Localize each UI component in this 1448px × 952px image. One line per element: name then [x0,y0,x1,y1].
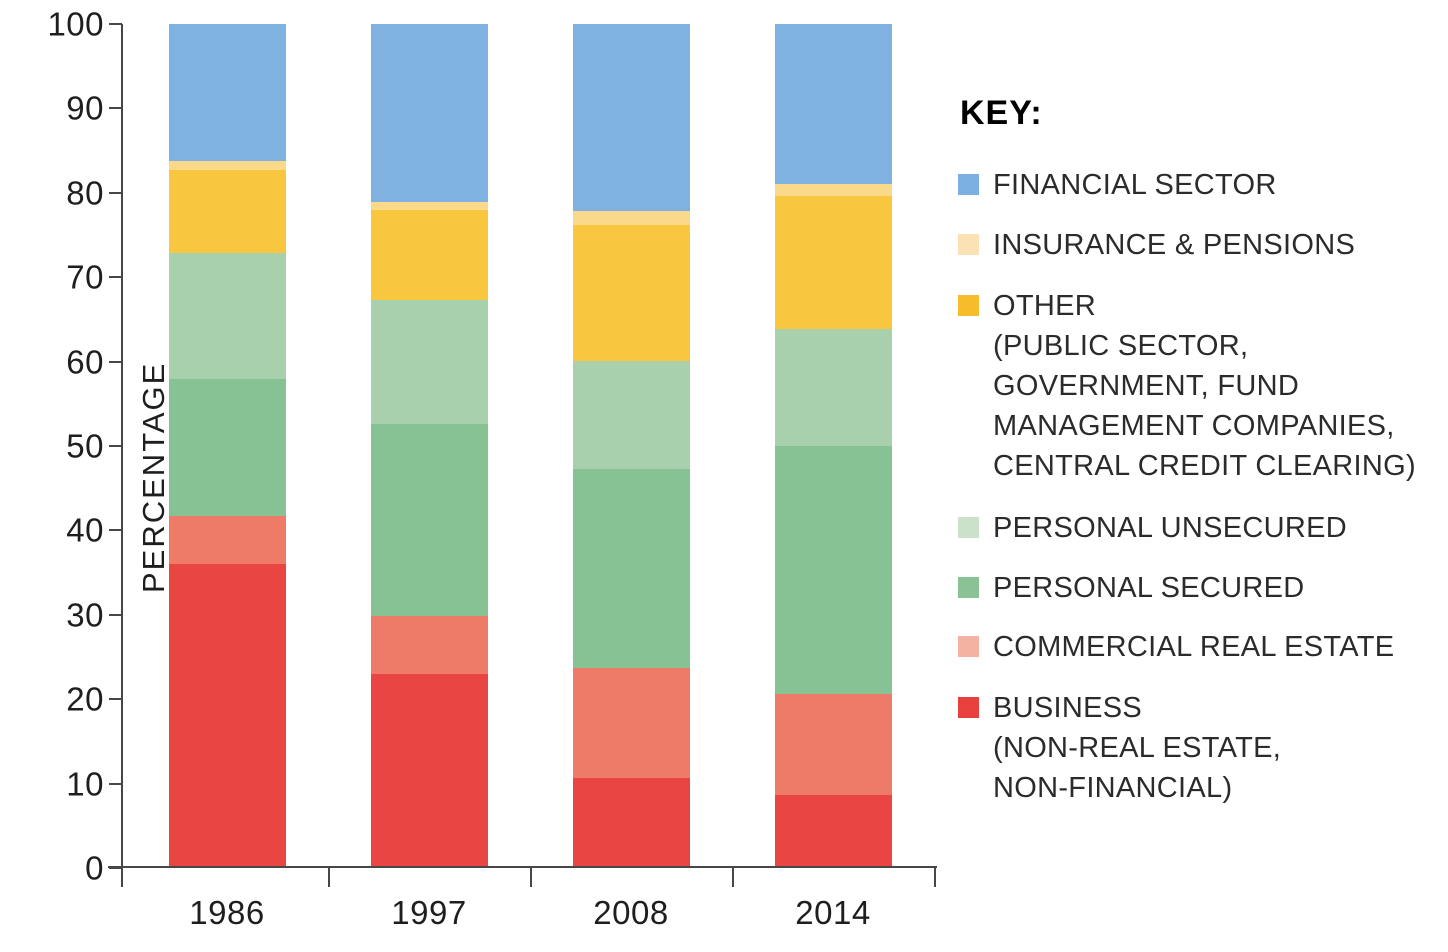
legend-item-personal-unsecured: PERSONAL UNSECURED [958,508,1347,548]
x-axis-boundary-tick-3 [934,867,936,887]
legend-label-business: BUSINESS (NON-REAL ESTATE, NON-FINANCIAL… [993,692,1282,804]
bar-segment-other-1997 [370,209,488,300]
y-tick-label-60: 60 [66,343,104,381]
legend-swatch-insurance-pensions [958,234,979,255]
legend-swatch-business [958,697,979,718]
bar-segment-personal-unsecured-1997 [370,300,488,425]
bar-segment-commercial-real-estate-1986 [168,516,286,565]
x-tick-label-1986: 1986 [189,894,265,931]
legend-item-insurance-pensions: INSURANCE & PENSIONS [958,225,1355,265]
y-tick-label-40: 40 [66,511,104,549]
y-tick-label-20: 20 [66,680,104,718]
legend-label-financial-sector: FINANCIAL SECTOR [993,169,1277,201]
y-tick-20 [109,698,122,701]
y-tick-30 [109,613,122,616]
bar-segment-business-1997 [370,673,488,868]
y-tick-90 [109,107,122,110]
bar-segment-financial-sector-2014 [774,24,892,185]
y-tick-80 [109,191,122,194]
legend-item-personal-secured: PERSONAL SECURED [958,568,1305,608]
y-tick-label-80: 80 [66,174,104,212]
y-tick-label-10: 10 [66,765,104,803]
bar-segment-financial-sector-1997 [370,24,488,203]
legend-label-insurance-pensions: INSURANCE & PENSIONS [993,229,1356,261]
bar-segment-commercial-real-estate-2008 [572,667,690,778]
x-axis-boundary-tick-0 [328,867,330,887]
bar-segment-business-2014 [774,795,892,868]
bar-segment-financial-sector-2008 [572,24,690,212]
y-axis-title: PERCENTAGE [136,361,171,593]
y-tick-100 [109,23,122,25]
y-tick-70 [109,276,122,279]
bar-2008 [572,24,690,868]
x-tick-label-2014: 2014 [795,894,871,931]
bar-segment-insurance-pensions-1997 [370,202,488,210]
y-axis-line [121,24,123,887]
bar-segment-business-1986 [168,564,286,868]
legend-item-business: BUSINESS (NON-REAL ESTATE, NON-FINANCIAL… [958,688,1281,808]
bar-2014 [774,24,892,868]
bar-segment-personal-secured-2014 [774,446,892,695]
legend-item-commercial-real-estate: COMMERCIAL REAL ESTATE [958,627,1394,667]
x-tick-label-1997: 1997 [391,894,467,931]
legend-label-personal-unsecured: PERSONAL UNSECURED [993,512,1348,544]
bar-segment-personal-secured-2008 [572,468,690,668]
bar-segment-financial-sector-1986 [168,24,286,161]
bar-segment-commercial-real-estate-2014 [774,694,892,796]
bar-1986 [168,24,286,868]
y-tick-label-50: 50 [66,427,104,465]
x-axis-line [108,866,937,868]
x-tick-label-2008: 2008 [593,894,669,931]
bar-segment-other-2008 [572,224,690,361]
legend-item-financial-sector: FINANCIAL SECTOR [958,165,1277,205]
x-axis-boundary-tick-2 [732,867,734,887]
bar-segment-insurance-pensions-2008 [572,211,690,225]
bar-1997 [370,24,488,868]
bar-segment-personal-secured-1997 [370,424,488,616]
legend-label-other: OTHER (PUBLIC SECTOR, GOVERNMENT, FUND M… [993,290,1416,482]
y-tick-50 [109,445,122,447]
y-tick-10 [109,782,122,785]
bar-segment-business-2008 [572,777,690,868]
legend-title: KEY: [960,94,1043,132]
x-axis-boundary-tick-1 [530,867,532,887]
legend-swatch-personal-secured [958,577,979,598]
legend-swatch-commercial-real-estate [958,636,979,657]
y-tick-40 [109,529,122,532]
bar-segment-insurance-pensions-2014 [774,184,892,197]
y-tick-label-0: 0 [85,849,104,887]
y-tick-label-30: 30 [66,596,104,634]
legend: KEY: FINANCIAL SECTOR INSURANCE & PENSION… [958,0,1438,952]
y-tick-label-100: 100 [47,5,104,43]
bar-segment-personal-secured-1986 [168,379,286,517]
bar-segment-insurance-pensions-1986 [168,160,286,171]
y-tick-60 [109,360,122,363]
legend-label-commercial-real-estate: COMMERCIAL REAL ESTATE [993,631,1395,663]
legend-label-personal-secured: PERSONAL SECURED [993,572,1305,604]
bar-segment-personal-unsecured-1986 [168,252,286,380]
bar-segment-commercial-real-estate-1997 [370,615,488,674]
bar-segment-personal-unsecured-2008 [572,360,690,469]
legend-swatch-other [958,295,979,316]
legend-swatch-personal-unsecured [958,517,979,538]
y-tick-label-90: 90 [66,89,104,127]
legend-swatch-financial-sector [958,174,979,195]
bar-segment-other-1986 [168,170,286,253]
y-tick-label-70: 70 [66,258,104,296]
bar-segment-personal-unsecured-2014 [774,328,892,446]
bar-segment-other-2014 [774,196,892,329]
legend-item-other: OTHER (PUBLIC SECTOR, GOVERNMENT, FUND M… [958,286,1416,486]
y-tick-0 [109,867,122,869]
